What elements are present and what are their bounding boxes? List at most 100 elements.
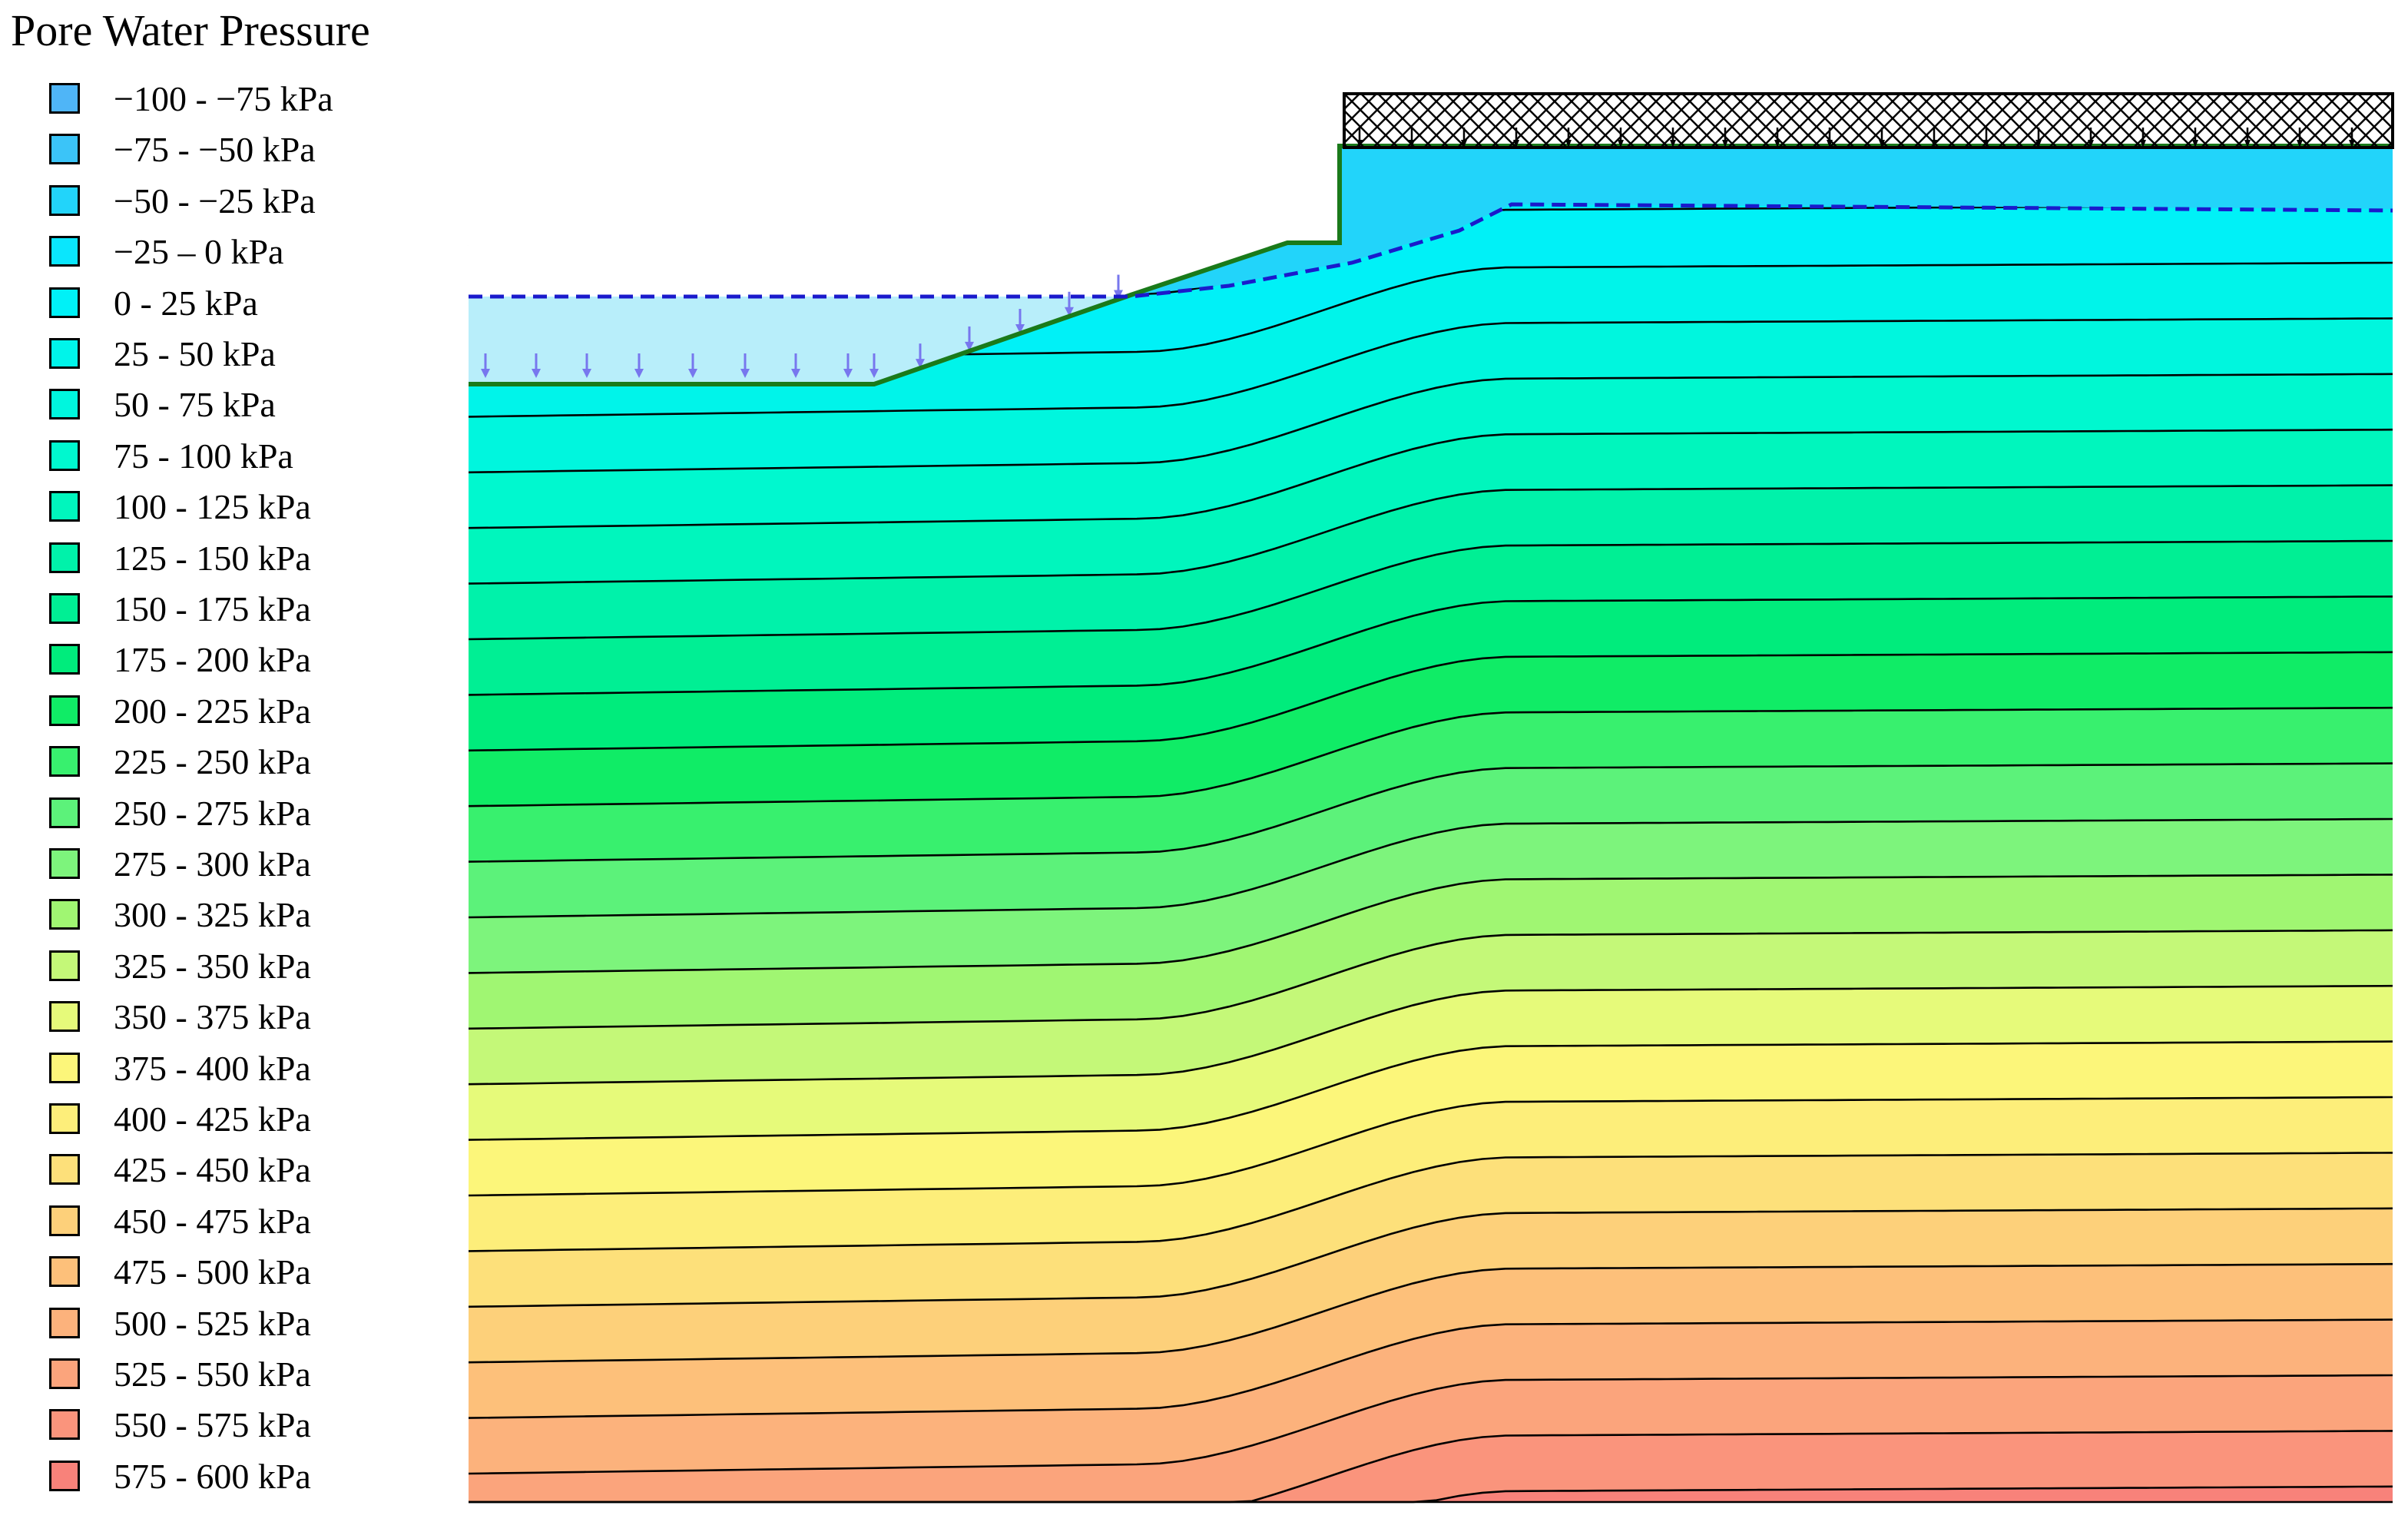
load-arrow: [1618, 128, 1624, 148]
pressure-band: [469, 1486, 2393, 1502]
pressure-contour: [468, 1318, 2393, 1419]
ponded-water: [469, 297, 1131, 384]
legend-swatch: [49, 542, 80, 573]
legend-item: 175 - 200 kPa: [49, 638, 479, 684]
legend-swatch: [49, 1307, 80, 1338]
legend-swatch: [49, 695, 80, 726]
legend-item: 100 - 125 kPa: [49, 485, 479, 531]
load-arrow: [2297, 128, 2303, 148]
legend-swatch: [49, 950, 80, 981]
infiltration-arrow: [791, 353, 800, 378]
legend-item: 0 - 25 kPa: [49, 281, 479, 327]
legend-item: 475 - 500 kPa: [49, 1250, 479, 1296]
legend-item: 550 - 575 kPa: [49, 1403, 479, 1449]
legend-label: 25 - 50 kPa: [114, 334, 276, 373]
pressure-contour: [468, 984, 2393, 1086]
legend-label: 125 - 150 kPa: [114, 538, 311, 578]
legend-swatch: [49, 287, 80, 318]
legend-item: −50 - −25 kPa: [49, 179, 479, 225]
chart-title: Pore Water Pressure: [11, 5, 370, 55]
legend-swatch: [49, 83, 80, 114]
legend-label: 400 - 425 kPa: [114, 1099, 311, 1139]
legend-label: 375 - 400 kPa: [114, 1048, 311, 1088]
legend-item: 400 - 425 kPa: [49, 1097, 479, 1143]
load-arrow: [2088, 128, 2094, 148]
legend-item: 575 - 600 kPa: [49, 1454, 479, 1500]
legend-swatch: [49, 1205, 80, 1236]
legend-label: 500 - 525 kPa: [114, 1303, 311, 1343]
legend-label: 350 - 375 kPa: [114, 997, 311, 1037]
load-arrow: [2035, 128, 2042, 148]
legend-label: 200 - 225 kPa: [114, 691, 311, 731]
legend-item: 425 - 450 kPa: [49, 1148, 479, 1194]
pressure-contour: [468, 929, 2393, 1030]
load-arrow: [1827, 128, 1833, 148]
load-arrow: [1879, 128, 1885, 148]
legend-item: −75 - −50 kPa: [49, 128, 479, 174]
legend-label: 425 - 450 kPa: [114, 1150, 311, 1190]
legend-swatch: [49, 1460, 80, 1491]
legend-item: 300 - 325 kPa: [49, 893, 479, 939]
legend-label: −100 - −75 kPa: [114, 79, 333, 118]
legend-swatch: [49, 593, 80, 624]
pressure-contour: [468, 1040, 2393, 1141]
legend-swatch: [49, 439, 80, 471]
legend-label: 525 - 550 kPa: [114, 1355, 311, 1394]
infiltration-arrow: [582, 353, 591, 378]
legend-item: 75 - 100 kPa: [49, 434, 479, 480]
pressure-contour: [468, 1262, 2393, 1364]
infiltration-arrow: [634, 353, 644, 378]
legend-label: 325 - 350 kPa: [114, 946, 311, 986]
infiltration-arrow: [481, 353, 490, 378]
legend-swatch: [49, 797, 80, 828]
legend-item: 50 - 75 kPa: [49, 383, 479, 429]
legend-swatch: [49, 1256, 80, 1288]
load-arrow: [2349, 128, 2355, 148]
legend-item: 200 - 225 kPa: [49, 689, 479, 735]
pressure-contour: [468, 1374, 2393, 1475]
legend-label: 250 - 275 kPa: [114, 793, 311, 833]
ground-surface: [469, 144, 2393, 386]
legend-item: −25 – 0 kPa: [49, 230, 479, 276]
legend-label: 275 - 300 kPa: [114, 844, 311, 884]
legend-swatch: [49, 1052, 80, 1083]
legend-item: 125 - 150 kPa: [49, 536, 479, 582]
load-arrow: [1356, 128, 1363, 148]
legend-swatch: [49, 746, 80, 778]
legend-item: 25 - 50 kPa: [49, 332, 479, 378]
legend-item: 350 - 375 kPa: [49, 995, 479, 1041]
load-arrow: [1461, 128, 1467, 148]
legend-label: 475 - 500 kPa: [114, 1252, 311, 1292]
legend-swatch: [49, 236, 80, 267]
load-arrow: [2192, 128, 2198, 148]
legend-item: 525 - 550 kPa: [49, 1352, 479, 1398]
legend-item: 250 - 275 kPa: [49, 791, 479, 837]
legend-swatch: [49, 1154, 80, 1185]
legend-swatch: [49, 1409, 80, 1441]
pressure-bands: [469, 150, 2393, 1503]
legend-label: −75 - −50 kPa: [114, 130, 316, 170]
legend-swatch: [49, 134, 80, 165]
infiltration-arrow: [965, 326, 974, 351]
legend-swatch: [49, 389, 80, 420]
legend-item: 275 - 300 kPa: [49, 842, 479, 888]
legend-item: −100 - −75 kPa: [49, 77, 479, 123]
water-table: [469, 202, 2393, 299]
legend-label: 0 - 25 kPa: [114, 283, 258, 323]
legend-label: 75 - 100 kPa: [114, 436, 293, 476]
legend-swatch: [49, 184, 80, 216]
legend-label: −50 - −25 kPa: [114, 181, 316, 221]
legend-label: 300 - 325 kPa: [114, 895, 311, 935]
pressure-contour: [468, 428, 2393, 529]
legend-item: 500 - 525 kPa: [49, 1301, 479, 1348]
infiltration-arrow: [916, 343, 925, 369]
legend-label: 450 - 475 kPa: [114, 1201, 311, 1241]
legend-item: 150 - 175 kPa: [49, 587, 479, 633]
legend-swatch: [49, 491, 80, 522]
infiltration-arrow: [1065, 291, 1074, 317]
infiltration-arrow: [843, 353, 853, 378]
pressure-contour: [468, 484, 2393, 585]
legend-label: 225 - 250 kPa: [114, 742, 311, 782]
infiltration-arrow: [869, 353, 879, 378]
